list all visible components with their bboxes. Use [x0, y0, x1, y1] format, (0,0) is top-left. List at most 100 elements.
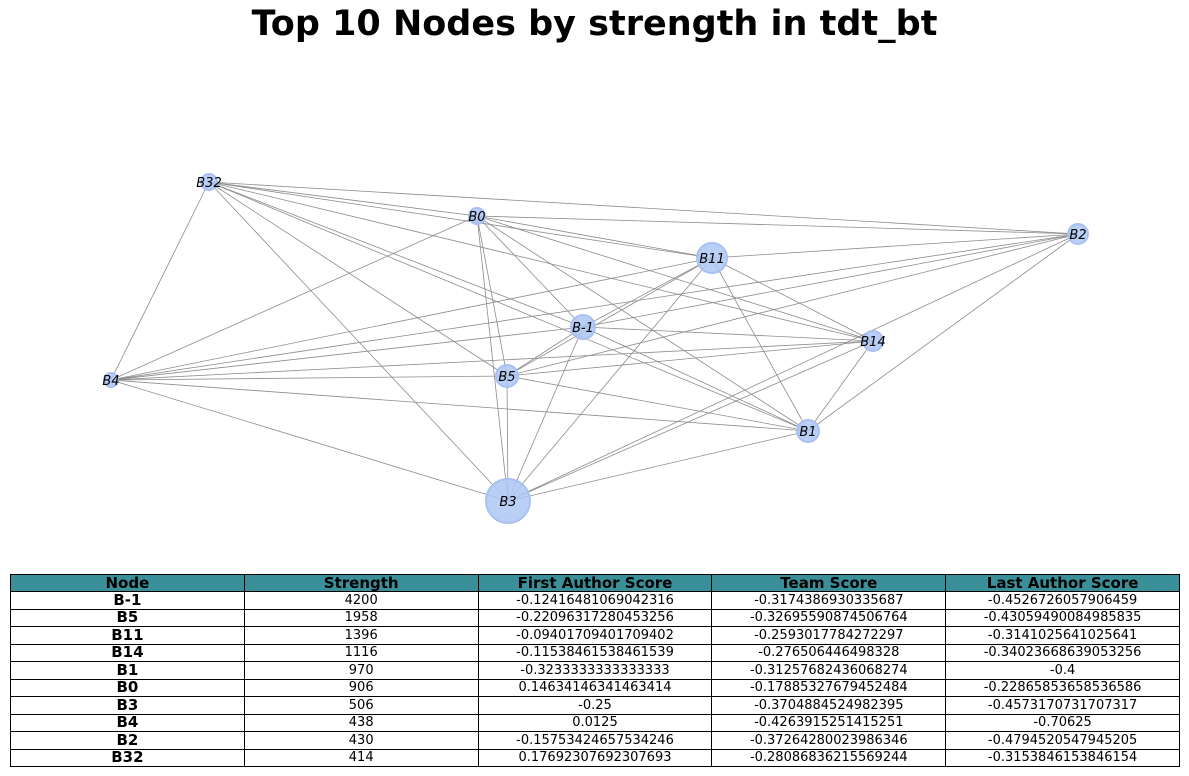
- table-cell: 906: [243, 678, 479, 697]
- table-cell: 414: [243, 748, 479, 767]
- edge-B0-B5: [476, 215, 508, 377]
- table-cell: -0.4: [945, 661, 1180, 680]
- node-B1: B1: [796, 419, 820, 443]
- node-label-B3: B3: [499, 495, 516, 510]
- edge-B32-B14: [208, 181, 874, 342]
- edge-B11-B5: [506, 257, 713, 377]
- edge-B4-B5: [110, 375, 508, 381]
- table-cell: -0.11538461538461539: [477, 643, 713, 662]
- node-B-1: B-1: [570, 314, 596, 340]
- table-cell: 0.14634146341463414: [477, 678, 713, 697]
- table-cell: B3: [10, 696, 245, 715]
- edge-B32-B3: [208, 181, 509, 502]
- table-cell: B32: [10, 748, 245, 767]
- table-row: B3 506 -0.25 -0.3704884524982395 -0.45731707…: [10, 696, 1180, 715]
- edge-B2-B3: [507, 233, 1079, 502]
- table-cell: 430: [243, 731, 479, 750]
- table-row: B0 906 0.14634146341463414 -0.1788532767945…: [10, 678, 1180, 697]
- table-cell: -0.32695590874506764: [711, 608, 947, 627]
- edge-B32-B-1: [208, 181, 584, 328]
- node-B3: B3: [485, 478, 531, 524]
- table-row: B2 430 -0.15753424657534246 -0.372642800239…: [10, 731, 1180, 750]
- table-cell: 506: [243, 696, 479, 715]
- table-cell: B0: [10, 678, 245, 697]
- table-cell: -0.25: [477, 696, 713, 715]
- edge-B4-B1: [110, 379, 809, 432]
- table-header-row: Node Strength First Author Score Team Score…: [10, 574, 1180, 592]
- node-circle-B32: [200, 173, 218, 191]
- table-cell: -0.4263915251415251: [711, 713, 947, 732]
- table-cell: -0.43059490084985835: [945, 608, 1180, 627]
- table-row: B1 970 -0.3233333333333333 -0.3125768243606…: [10, 661, 1180, 680]
- table-cell: -0.31257682436068274: [711, 661, 947, 680]
- table-cell: 1396: [243, 626, 479, 645]
- node-circle-B5: [495, 364, 519, 388]
- edge-B5-B1: [506, 375, 809, 432]
- table-cell: -0.3153846153846154: [945, 748, 1180, 767]
- table-cell: -0.28086836215569244: [711, 748, 947, 767]
- table-cell: 1958: [243, 608, 479, 627]
- node-label-B11: B11: [699, 252, 724, 267]
- node-label-B-1: B-1: [572, 321, 594, 336]
- edge-B11-B-1: [582, 257, 713, 328]
- edge-B2-B-1: [582, 233, 1079, 328]
- table-cell: 1116: [243, 643, 479, 662]
- node-B0: B0: [468, 207, 486, 225]
- node-stats-table: Node Strength First Author Score Team Score…: [10, 574, 1180, 767]
- node-circle-B2: [1067, 223, 1089, 245]
- table-cell: B-1: [10, 591, 245, 610]
- edge-B0-B2: [476, 215, 1079, 235]
- column-header-node: Node: [10, 574, 245, 592]
- node-circle-B14: [862, 330, 884, 352]
- edge-B0-B11: [476, 215, 713, 259]
- column-header-first-author-score: First Author Score: [477, 574, 713, 592]
- table-cell: -0.3704884524982395: [711, 696, 947, 715]
- edge-B0-B-1: [476, 215, 584, 328]
- table-row: B32 414 0.17692307692307693 -0.280868362155…: [10, 748, 1180, 767]
- edge-B14-B3: [507, 340, 874, 502]
- edge-B2-B4: [110, 233, 1079, 381]
- node-label-B0: B0: [468, 210, 485, 225]
- edge-B0-B4: [110, 215, 478, 381]
- edge-B0-B14: [476, 215, 874, 342]
- edge-B11-B4: [110, 257, 713, 381]
- node-B4: B4: [102, 372, 120, 389]
- table-cell: -0.3233333333333333: [477, 661, 713, 680]
- table-cell: -0.4794520547945205: [945, 731, 1180, 750]
- edge-B2-B5: [506, 233, 1079, 377]
- edge-B2-B1: [807, 233, 1079, 432]
- node-circle-B-1: [570, 314, 596, 340]
- column-header-team-score: Team Score: [711, 574, 947, 592]
- node-layer: B32 B0 B11 B2 B-1 B14 B4 B5 B1 B3: [102, 173, 1089, 524]
- node-label-B32: B32: [196, 176, 221, 191]
- table-cell: -0.22096317280453256: [477, 608, 713, 627]
- column-header-strength: Strength: [243, 574, 479, 592]
- table-cell: -0.3174386930335687: [711, 591, 947, 610]
- table-cell: -0.09401709401709402: [477, 626, 713, 645]
- edge-B14-B5: [506, 340, 874, 377]
- table-cell: B5: [10, 608, 245, 627]
- table-cell: -0.15753424657534246: [477, 731, 713, 750]
- edge-B14-B4: [110, 340, 874, 381]
- edge-B32-B1: [208, 181, 809, 432]
- edge-B32-B5: [208, 181, 508, 377]
- table-row: B14 1116 -0.11538461538461539 -0.2765064464…: [10, 643, 1180, 662]
- edge-B32-B2: [208, 181, 1079, 235]
- edge-B-1-B14: [582, 326, 874, 342]
- node-B14: B14: [860, 330, 886, 352]
- edge-B0-B1: [476, 215, 809, 432]
- edge-B11-B2: [711, 233, 1079, 259]
- table-cell: 970: [243, 661, 479, 680]
- edge-B-1-B3: [507, 326, 584, 502]
- node-B11: B11: [696, 242, 728, 274]
- edge-B-1-B4: [110, 326, 584, 381]
- node-label-B4: B4: [102, 374, 119, 389]
- table-cell: B4: [10, 713, 245, 732]
- table-cell: -0.2593017784272297: [711, 626, 947, 645]
- edge-B4-B3: [110, 379, 509, 502]
- table-cell: B1: [10, 661, 245, 680]
- table-cell: -0.276506446498328: [711, 643, 947, 662]
- table-cell: -0.4573170731707317: [945, 696, 1180, 715]
- table-cell: -0.37264280023986346: [711, 731, 947, 750]
- node-label-B5: B5: [498, 370, 515, 385]
